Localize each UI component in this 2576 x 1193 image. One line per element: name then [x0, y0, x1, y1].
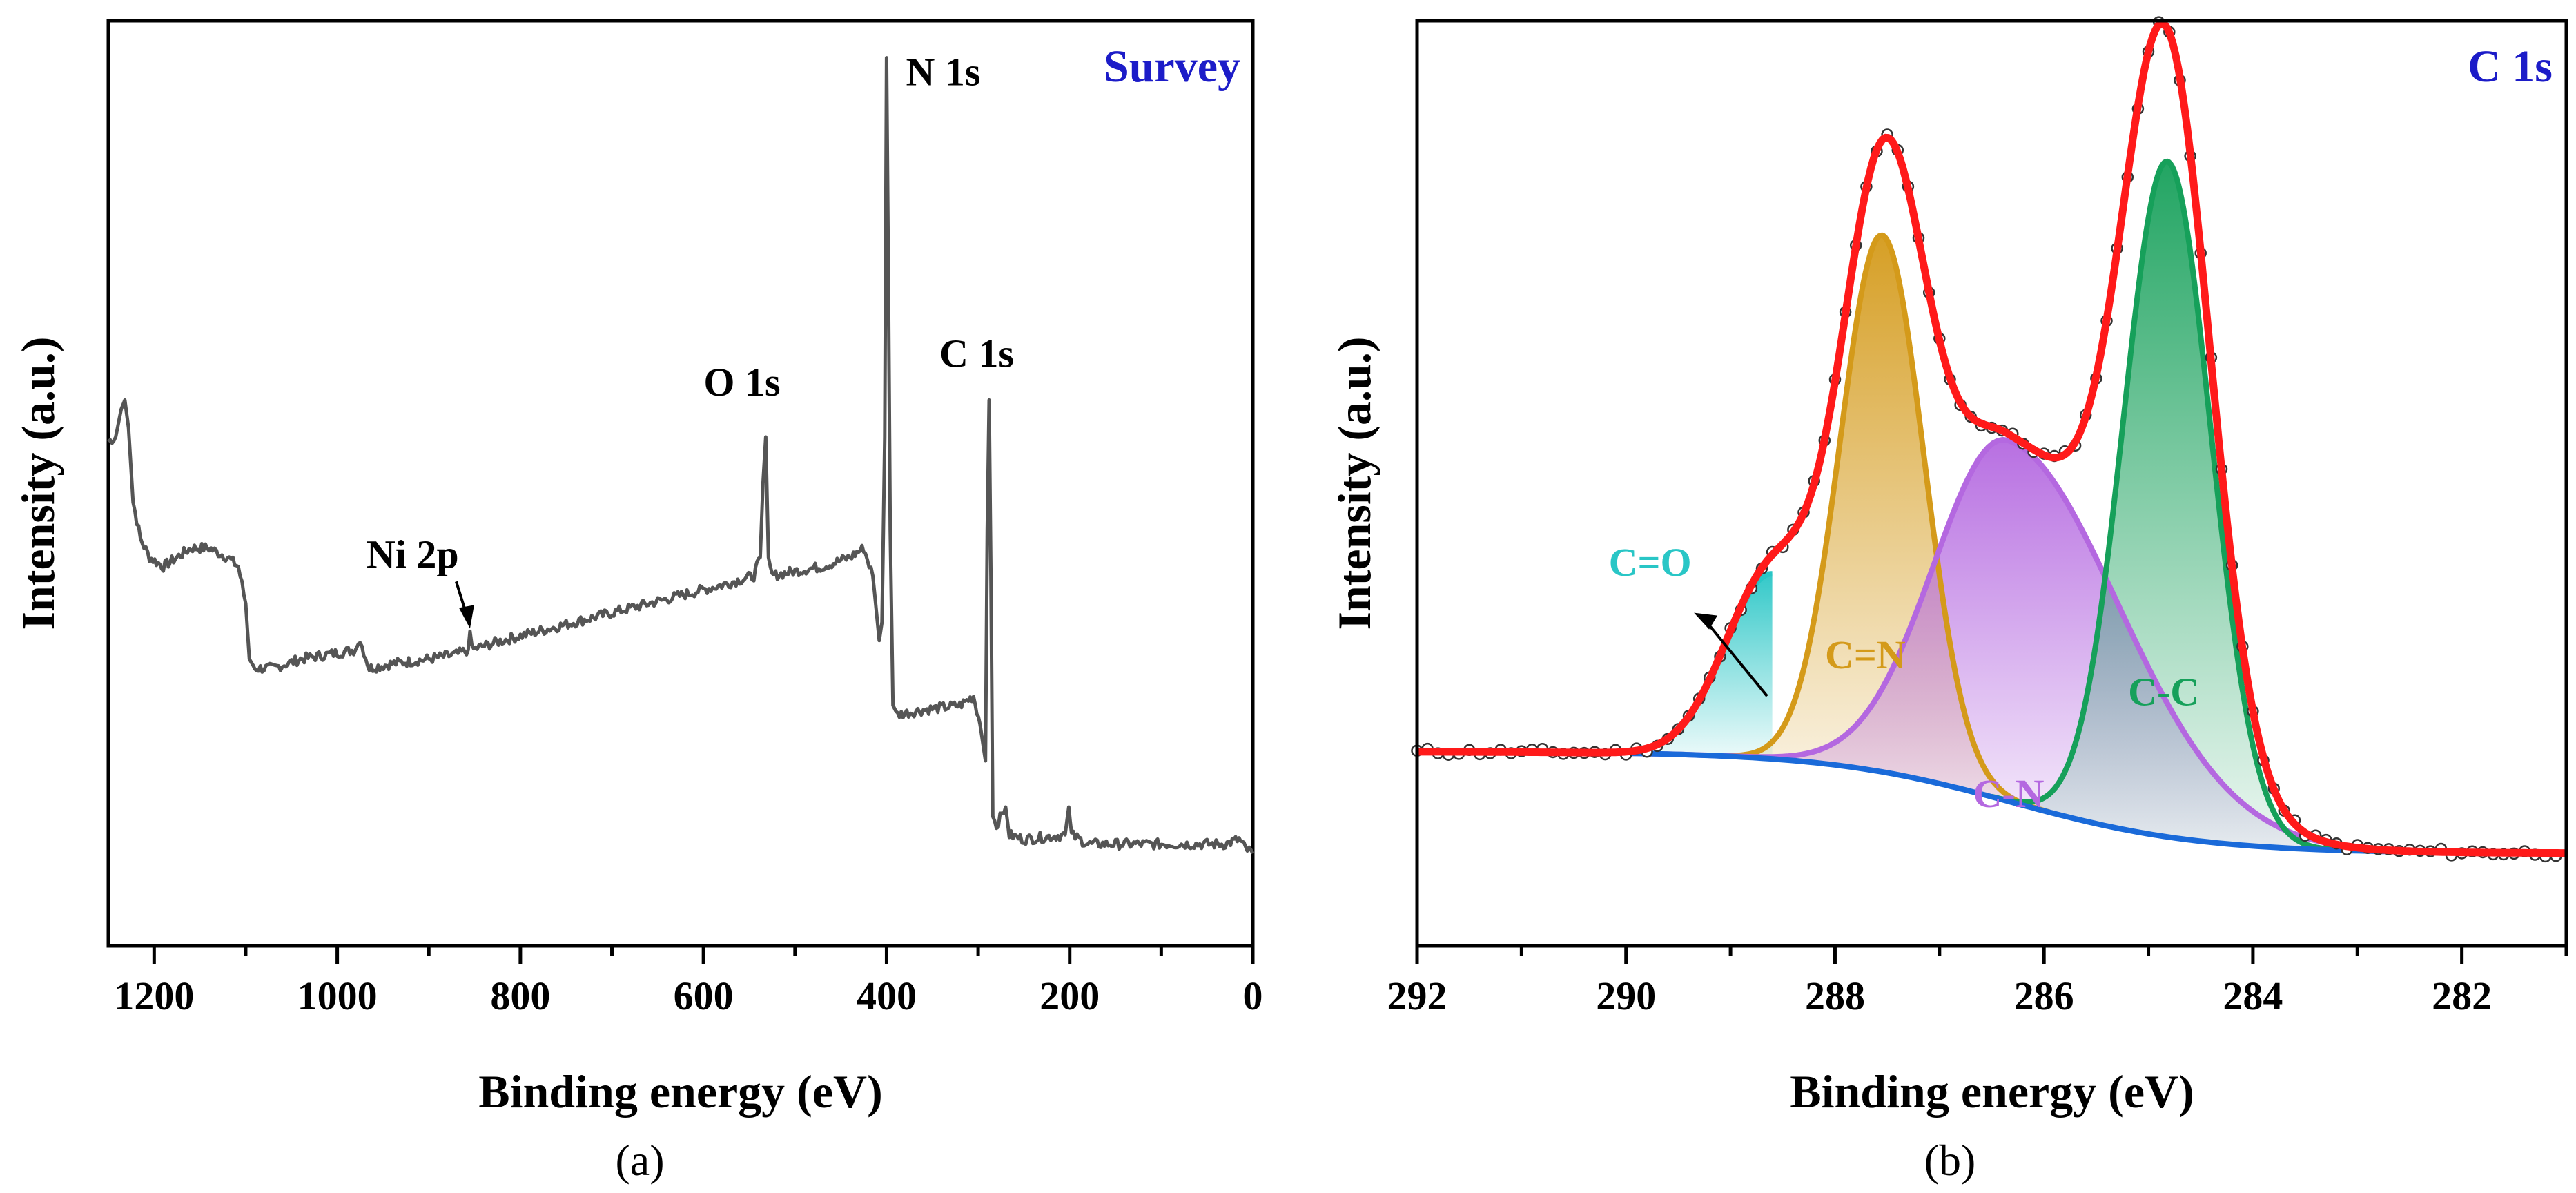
x-tick-label: 200: [1040, 973, 1100, 1018]
x-tick-label: 286: [2014, 973, 2074, 1018]
o-1s-label: O 1s: [703, 360, 780, 405]
c-o-arrow: [1702, 617, 1768, 697]
panel-a-title: Survey: [1104, 41, 1240, 92]
panel-a-caption: (a): [615, 1136, 664, 1185]
x-tick-label: 1000: [297, 973, 378, 1018]
ni-2p-arrowhead: [458, 605, 474, 629]
x-tick-label: 292: [1387, 973, 1447, 1018]
n-1s-label: N 1s: [906, 50, 980, 95]
x-tick-label: 400: [857, 973, 917, 1018]
c-o-area: [1584, 574, 1773, 759]
c-n-single-label: C-N: [1973, 771, 2044, 816]
x-tick-label: 288: [1805, 973, 1865, 1018]
c-o-arrowhead: [1694, 612, 1718, 630]
panel-b-component-fills: [1481, 161, 2535, 853]
x-tick-label: 600: [674, 973, 734, 1018]
panel-a-y-axis-title: Intensity (a.u.): [12, 336, 64, 630]
c-c-curve: [1991, 158, 2343, 853]
x-tick-label: 0: [1243, 973, 1263, 1018]
c-n-double-area: [1715, 235, 2049, 813]
ni-2p-label: Ni 2p: [367, 532, 459, 576]
panel-a-plot-frame: [106, 19, 1255, 948]
fit-envelope-line: [1416, 19, 2568, 857]
panel-a-x-axis-title: Binding energy (eV): [478, 1065, 883, 1118]
x-tick-label: 282: [2432, 973, 2492, 1018]
x-tick-label: 284: [2223, 973, 2283, 1018]
c-1s-peak-label: C 1s: [939, 331, 1014, 376]
c-o-label: C=O: [1609, 540, 1692, 585]
panel-b-title: C 1s: [2468, 41, 2553, 92]
panel-b-caption: (b): [1924, 1136, 1976, 1185]
panel-b-y-axis-title: Intensity (a.u.): [1328, 336, 1380, 630]
panel-b-plot-frame: [1415, 19, 2568, 948]
x-tick-label: 1200: [114, 973, 194, 1018]
c-n-single-area: [1481, 439, 2535, 853]
panel-b-x-axis-title: Binding energy (eV): [1790, 1065, 2194, 1118]
c-n-double-curve: [1715, 232, 2050, 815]
panel-a: 1200 1000 800 600 400 200 0 Survey Ni 2p O 1s …: [12, 19, 1263, 1185]
panel-b-x-ticks: 292 290 288 286 284 282: [1387, 946, 2568, 1018]
panel-b: 292 290 288 286 284 282 C 1s C=O C=N C-N C-C …: [1328, 16, 2568, 1185]
panel-a-x-ticks: 1200 1000 800 600 400 200 0: [114, 946, 1263, 1018]
c-c-area: [1991, 161, 2343, 851]
x-tick-label: 290: [1596, 973, 1656, 1018]
c-n-double-label: C=N: [1825, 632, 1906, 677]
x-tick-label: 800: [490, 973, 550, 1018]
c-c-label: C-C: [2128, 670, 2199, 715]
survey-spectrum-line: [107, 56, 1255, 855]
